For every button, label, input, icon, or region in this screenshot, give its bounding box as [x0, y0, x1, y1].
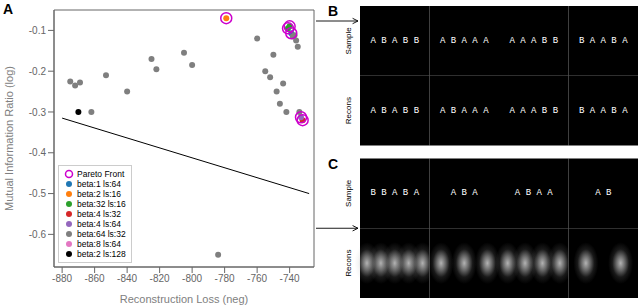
html-text:beta:1 ls:64: beta:1 ls:64 [77, 179, 121, 189]
svg-text:A B: A B [595, 188, 612, 198]
svg-text:B: B [328, 3, 338, 19]
svg-text:A B A A: A B A A [515, 188, 553, 198]
html-text:beta:8 ls:64: beta:8 ls:64 [77, 239, 121, 249]
svg-text:-0.6: -0.6 [29, 229, 47, 240]
svg-text:B A A B A: B A A B A [579, 106, 628, 116]
html-text:beta:2 ls:16: beta:2 ls:16 [77, 189, 121, 199]
svg-text:Mutual Information Ratio (log): Mutual Information Ratio (log) [8, 66, 15, 211]
svg-text:A A A B B: A A A B B [509, 36, 558, 46]
svg-text:-840: -840 [117, 273, 137, 284]
svg-text:A A A B B: A A A B B [509, 106, 558, 116]
svg-text:Sample: Sample [344, 27, 353, 55]
svg-text:A B A B B: A B A B B [370, 36, 419, 46]
svg-text:-860: -860 [85, 273, 105, 284]
svg-text:A B A A A: A B A A A [440, 106, 489, 116]
svg-text:A B A B B: A B A B B [370, 106, 419, 116]
html-text:A: A [3, 1, 14, 17]
html-text:beta:4 ls:64: beta:4 ls:64 [77, 219, 121, 229]
html-text:Pareto Front: Pareto Front [77, 169, 125, 179]
html-text:beta:32 ls:16: beta:32 ls:16 [77, 199, 126, 209]
svg-text:C: C [328, 156, 338, 172]
svg-text:-820: -820 [150, 273, 170, 284]
svg-text:-0.2: -0.2 [29, 66, 47, 77]
svg-text:A B A: A B A [451, 188, 479, 198]
svg-text:-0.5: -0.5 [29, 188, 47, 199]
svg-text:-800: -800 [182, 273, 202, 284]
svg-text:-0.4: -0.4 [29, 147, 47, 158]
html-text:beta:4 ls:32: beta:4 ls:32 [77, 209, 121, 219]
svg-text:-740: -740 [280, 273, 300, 284]
svg-text:Reconstruction Loss (neg): Reconstruction Loss (neg) [120, 293, 248, 305]
svg-text:-0.3: -0.3 [29, 107, 47, 118]
html-text:beta:2 ls:128: beta:2 ls:128 [77, 249, 126, 259]
svg-text:-780: -780 [215, 273, 235, 284]
svg-text:Recons: Recons [344, 250, 353, 277]
svg-text:B A A B A: B A A B A [579, 36, 628, 46]
svg-text:B B A B A: B B A B A [370, 188, 419, 198]
svg-text:-0.1: -0.1 [29, 25, 47, 36]
svg-text:-880: -880 [52, 273, 72, 284]
svg-text:A B A A A: A B A A A [440, 36, 489, 46]
html-text:beta:64 ls:32: beta:64 ls:32 [77, 229, 126, 239]
svg-text:Recons: Recons [344, 97, 353, 124]
svg-text:Sample: Sample [344, 179, 353, 207]
svg-text:-760: -760 [247, 273, 267, 284]
